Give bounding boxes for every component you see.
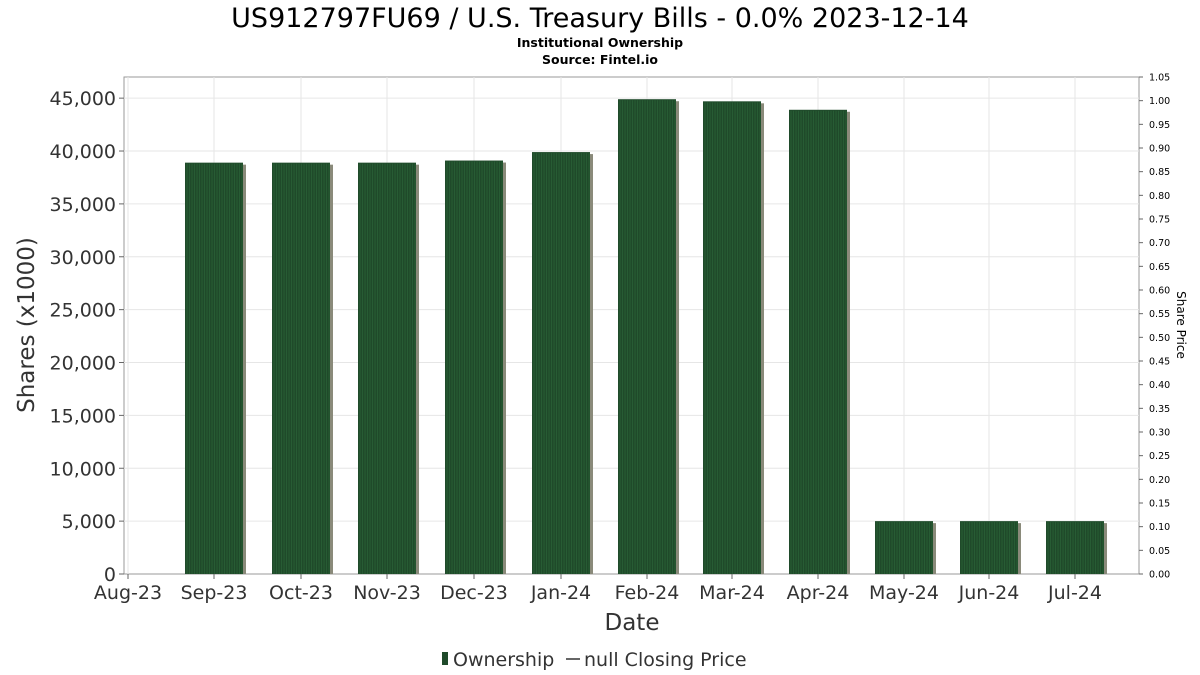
bar-texture	[876, 522, 933, 574]
y-tick-label: 15,000	[50, 405, 116, 427]
x-tick-label: Dec-23	[440, 582, 508, 604]
y2-tick-label: 0.05	[1149, 546, 1170, 557]
y2-axis-label: Share Price	[1174, 291, 1188, 359]
y-tick-label: 30,000	[50, 247, 116, 269]
x-tick-label: Feb-24	[615, 582, 680, 604]
legend-ownership-swatch	[442, 652, 448, 665]
x-tick-label: Sep-23	[181, 582, 248, 604]
y-tick-label: 20,000	[50, 353, 116, 375]
y-tick-label: 5,000	[62, 511, 116, 533]
x-tick-label: Aug-23	[94, 582, 162, 604]
bar-texture	[359, 163, 416, 574]
y-axis-label: Shares (x1000)	[14, 237, 40, 413]
y2-tick-label: 1.05	[1149, 73, 1170, 84]
y2-tick-label: 0.45	[1149, 357, 1170, 368]
y-tick-label: 0	[104, 564, 116, 586]
y2-tick-label: 0.60	[1149, 286, 1170, 297]
y2-tick-label: 0.80	[1149, 191, 1170, 202]
bar-texture	[186, 163, 243, 574]
y2-tick-label: 0.20	[1149, 475, 1170, 486]
y-tick-label: 45,000	[50, 88, 116, 110]
bar-texture	[273, 163, 330, 574]
y2-tick-label: 0.70	[1149, 238, 1170, 249]
x-axis-ticks: Aug-23 Sep-23 Oct-23 Nov-23 Dec-23 Jan-24 Feb-…	[94, 574, 1102, 604]
x-tick-label: Jun-24	[958, 582, 1020, 604]
bar-texture	[704, 102, 761, 574]
bar-texture	[619, 100, 676, 574]
x-tick-label: Jan-24	[530, 582, 591, 604]
y2-tick-label: 0.50	[1149, 333, 1170, 344]
chart-source: Source: Fintel.io	[542, 52, 658, 67]
x-tick-label: May-24	[869, 582, 939, 604]
y-tick-label: 25,000	[50, 300, 116, 322]
y2-tick-label: 0.90	[1149, 144, 1170, 155]
y-tick-label: 10,000	[50, 458, 116, 480]
y2-tick-label: 0.40	[1149, 380, 1170, 391]
bars	[185, 99, 1107, 574]
y2-tick-label: 0.25	[1149, 451, 1170, 462]
y2-tick-label: 0.00	[1149, 570, 1170, 581]
chart-subtitle: Institutional Ownership	[517, 35, 683, 50]
y2-tick-label: 0.75	[1149, 215, 1170, 226]
y2-tick-label: 0.35	[1149, 404, 1170, 415]
bar-texture	[446, 161, 503, 574]
legend: Ownership null Closing Price	[442, 649, 747, 671]
bar-texture	[790, 110, 847, 574]
y2-tick-label: 0.55	[1149, 309, 1170, 320]
y2-tick-label: 1.00	[1149, 96, 1170, 107]
y-tick-label: 40,000	[50, 141, 116, 163]
x-tick-label: Nov-23	[353, 582, 421, 604]
chart-title: US912797FU69 / U.S. Treasury Bills - 0.0…	[231, 3, 969, 34]
y-tick-label: 35,000	[50, 194, 116, 216]
y2-tick-label: 0.10	[1149, 522, 1170, 533]
y-axis-ticks: 0 5,000 10,000 15,000 20,000 25,000 30,000 35,0…	[50, 88, 124, 586]
x-tick-label: Apr-24	[787, 582, 850, 604]
y2-tick-label: 0.85	[1149, 167, 1170, 178]
y2-axis-ticks: 0.00 0.05 0.10 0.15 0.20 0.25 0.30 0.35 0.40 0.45…	[1139, 73, 1170, 581]
x-tick-label: Mar-24	[699, 582, 765, 604]
legend-price-label: null Closing Price	[584, 649, 747, 671]
y2-tick-label: 0.65	[1149, 262, 1170, 273]
bar-texture	[1047, 522, 1104, 574]
y2-tick-label: 0.95	[1149, 120, 1170, 131]
x-tick-label: Oct-23	[269, 582, 333, 604]
legend-ownership-label: Ownership	[453, 649, 554, 671]
bar-texture	[533, 153, 590, 574]
y2-tick-label: 0.15	[1149, 499, 1170, 510]
x-axis-label: Date	[605, 610, 660, 636]
x-tick-label: Jul-24	[1047, 582, 1102, 604]
bar-texture	[961, 522, 1018, 574]
y2-tick-label: 0.30	[1149, 428, 1170, 439]
